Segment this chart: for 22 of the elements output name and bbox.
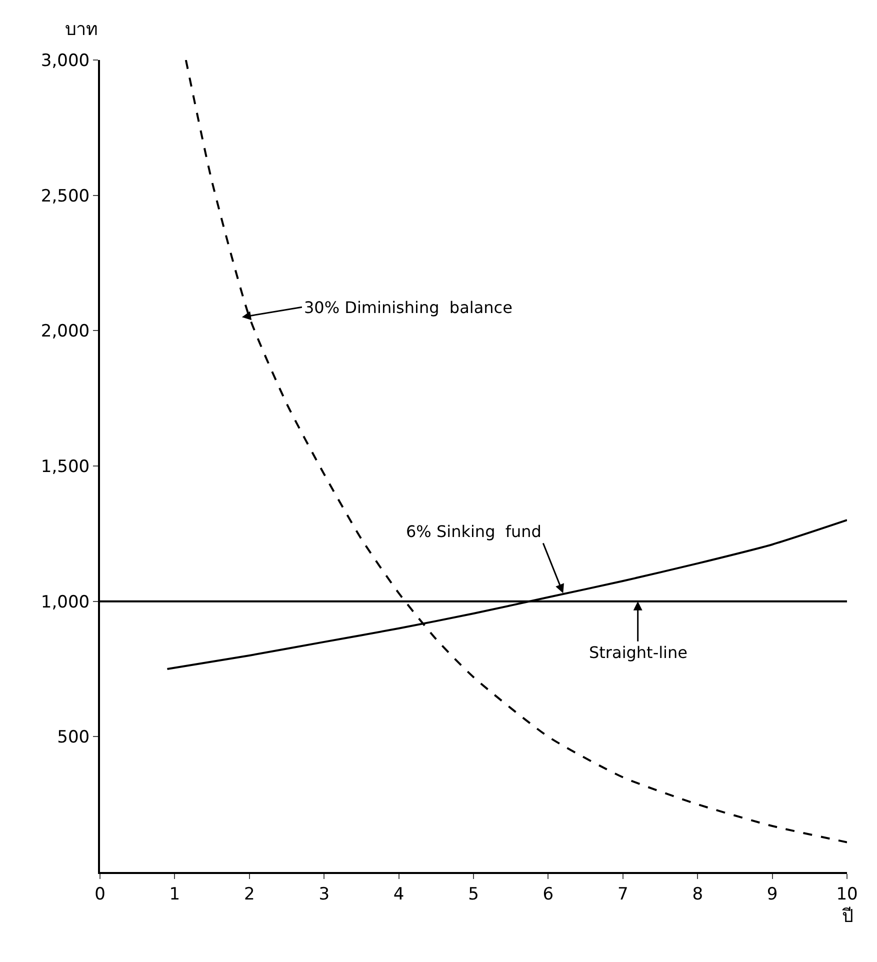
x-tick-label: 4: [393, 884, 404, 904]
y-tick-label: 500: [57, 728, 90, 748]
y-tick-label: 3,000: [40, 50, 90, 71]
y-tick-label: 1,000: [40, 592, 90, 612]
x-axis-title: ปี: [842, 906, 853, 927]
x-tick-label: 9: [766, 884, 778, 904]
x-tick-label: 5: [468, 884, 479, 904]
y-tick-label: 2,000: [40, 322, 90, 342]
annotation: Straight-line: [589, 643, 688, 662]
x-tick-label: 2: [244, 884, 255, 904]
y-axis-title: บาท: [65, 19, 98, 40]
annotation: 6% Sinking fund: [406, 522, 542, 541]
x-tick-label: 8: [692, 884, 704, 904]
x-tick-label: 0: [94, 884, 106, 904]
x-tick-label: 3: [318, 884, 330, 904]
y-tick-label: 1,500: [40, 456, 90, 477]
annotation: 30% Diminishing balance: [304, 298, 512, 317]
x-tick-label: 1: [169, 884, 180, 904]
x-tick-label: 7: [617, 884, 628, 904]
x-tick-label: 6: [542, 884, 554, 904]
y-tick-label: 2,500: [40, 186, 90, 206]
x-tick-label: 10: [836, 884, 858, 904]
